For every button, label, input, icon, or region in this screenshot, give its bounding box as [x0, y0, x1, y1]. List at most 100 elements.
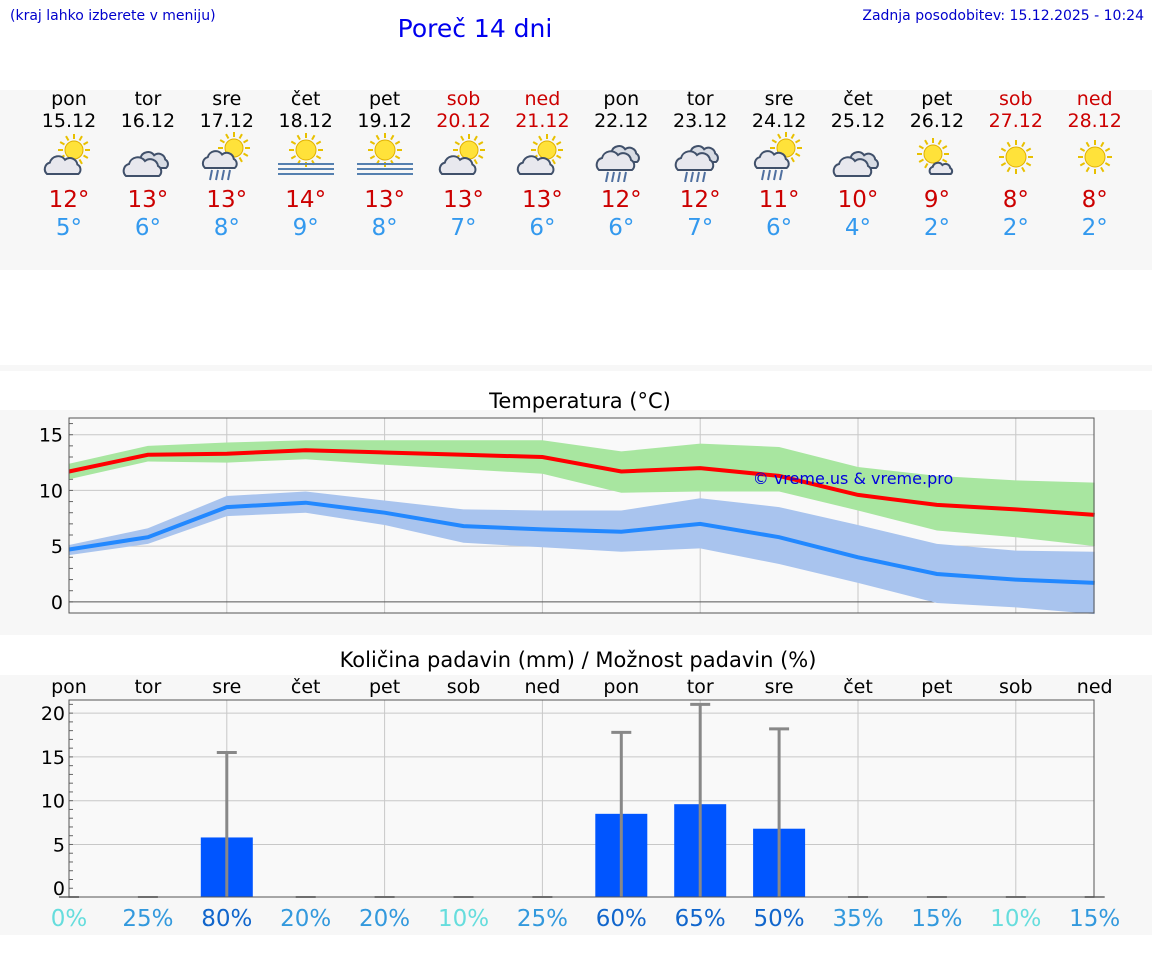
rain-day-label: tor: [687, 676, 714, 698]
cloudy-icon: [832, 151, 879, 177]
day-date: 15.12: [41, 110, 97, 132]
weather-icon-holder: [277, 132, 334, 182]
temp-min: 8°: [371, 215, 398, 241]
temp-y-tick-label: 10: [39, 480, 63, 502]
temp-min: 8°: [213, 215, 240, 241]
rain-probability: 20%: [280, 906, 331, 932]
forecast-day: tor 16.12 13° 6°: [108, 88, 188, 242]
rain-probability: 25%: [122, 906, 173, 932]
temp-chart-title: Temperatura (°C): [488, 389, 671, 413]
day-name: sre: [212, 88, 242, 110]
sun-cloud-rain-icon: [754, 132, 803, 181]
temp-max: 11°: [758, 187, 800, 213]
rain-day-label: ned: [525, 676, 561, 698]
rain-probability: 60%: [596, 906, 647, 932]
rain-day-label: sre: [212, 676, 241, 698]
separator: [0, 365, 1152, 371]
day-date: 17.12: [199, 110, 254, 132]
day-name: sre: [764, 88, 794, 110]
rain-probability: 80%: [201, 906, 252, 932]
weather-icon-holder: [41, 132, 97, 182]
weather-icon-holder: [988, 132, 1044, 182]
sun-icon: [1077, 140, 1112, 174]
rain-probability: 25%: [517, 906, 568, 932]
weather-icon-holder: [1067, 132, 1123, 182]
day-date: 22.12: [594, 110, 649, 132]
temp-max: 12°: [600, 187, 642, 213]
weather-icon-holder: [514, 132, 570, 182]
max-temp-range-band: [69, 440, 1095, 547]
day-date: 28.12: [1067, 110, 1122, 132]
min-temp-range-band: [69, 491, 1095, 615]
forecast-day: čet 18.12 14° 9°: [266, 88, 346, 242]
weather-icon-holder: [593, 132, 649, 183]
rain-plot-frame: [68, 699, 1095, 898]
temp-min: 6°: [608, 215, 635, 241]
rain-y-tick-label: 0: [53, 878, 65, 900]
temp-min: 2°: [923, 215, 950, 241]
day-date: 24.12: [751, 110, 807, 132]
min-temp-line: [68, 500, 1095, 585]
day-name: tor: [686, 88, 714, 110]
forecast-day: sre 24.12 11° 6°: [739, 88, 819, 242]
weather-icon-holder: [199, 132, 255, 182]
temp-plot-frame: [68, 417, 1095, 614]
weather-icon-holder: [120, 132, 176, 182]
temp-min: 7°: [687, 215, 714, 241]
rain-day-label: ned: [1077, 676, 1113, 698]
forecast-day: pon 22.12 12° 6°: [581, 88, 661, 242]
weather-icon-holder: [356, 132, 413, 182]
day-date: 23.12: [672, 110, 728, 132]
day-date: 26.12: [909, 110, 965, 132]
sun-fog-icon: [277, 133, 334, 175]
rain-y-tick-label: 15: [41, 747, 65, 769]
rain-probability: 35%: [832, 906, 883, 932]
forecast-day: ned 28.12 8° 2°: [1055, 88, 1135, 242]
forecast-day: pet 19.12 13° 8°: [345, 88, 425, 242]
temp-min: 7°: [450, 215, 477, 241]
day-name: pet: [921, 88, 953, 110]
day-name: pon: [51, 88, 87, 110]
day-name: čet: [843, 88, 873, 110]
day-date: 18.12: [278, 110, 333, 132]
rain-day-label: pon: [603, 676, 639, 698]
day-name: sob: [999, 88, 1033, 110]
rain-probability: 10%: [990, 906, 1041, 932]
forecast-day: sob 20.12 13° 7°: [424, 88, 504, 242]
cloudy-icon: [122, 151, 169, 177]
forecast-day: pon 15.12 12° 5°: [29, 88, 109, 242]
rain-day-label: sob: [999, 676, 1033, 698]
temp-y-tick-label: 15: [39, 425, 63, 447]
forecast-day: sre 17.12 13° 8°: [187, 88, 267, 242]
forecast-day: ned 21.12 13° 6°: [502, 88, 582, 242]
day-name: ned: [524, 88, 561, 110]
temp-min: 2°: [1002, 215, 1029, 241]
temp-max: 8°: [1002, 187, 1029, 213]
forecast-day: pet 26.12 9° 2°: [897, 88, 977, 242]
rain-probability: 0%: [51, 906, 88, 932]
temp-min: 6°: [134, 215, 161, 241]
temp-max: 14°: [285, 187, 327, 213]
temp-min: 6°: [529, 215, 556, 241]
sun-cloud-icon: [438, 134, 485, 175]
day-name: pon: [603, 88, 640, 110]
max-temp-line: [68, 448, 1095, 517]
last-updated: Zadnja posodobitev: 15.12.2025 - 10:24: [862, 8, 1144, 24]
temp-max: 10°: [837, 187, 879, 213]
temp-max: 13°: [127, 187, 169, 213]
sun-cloud-rain-icon: [201, 132, 250, 181]
weather-icon-holder: [909, 132, 965, 182]
temp-max: 13°: [364, 187, 405, 213]
day-date: 16.12: [120, 110, 176, 132]
rain-y-tick-label: 10: [41, 791, 65, 813]
rain-probability: 15%: [1069, 906, 1120, 932]
temp-max: 9°: [923, 187, 950, 213]
temp-max: 12°: [679, 187, 721, 213]
temp-y-tick-label: 5: [51, 536, 63, 558]
forecast-day: sob 27.12 8° 2°: [976, 88, 1056, 242]
sun-small-cloud-icon: [916, 138, 954, 175]
sun-fog-icon: [356, 133, 413, 175]
day-date: 25.12: [830, 110, 886, 132]
rain-day-label: čet: [843, 676, 873, 698]
